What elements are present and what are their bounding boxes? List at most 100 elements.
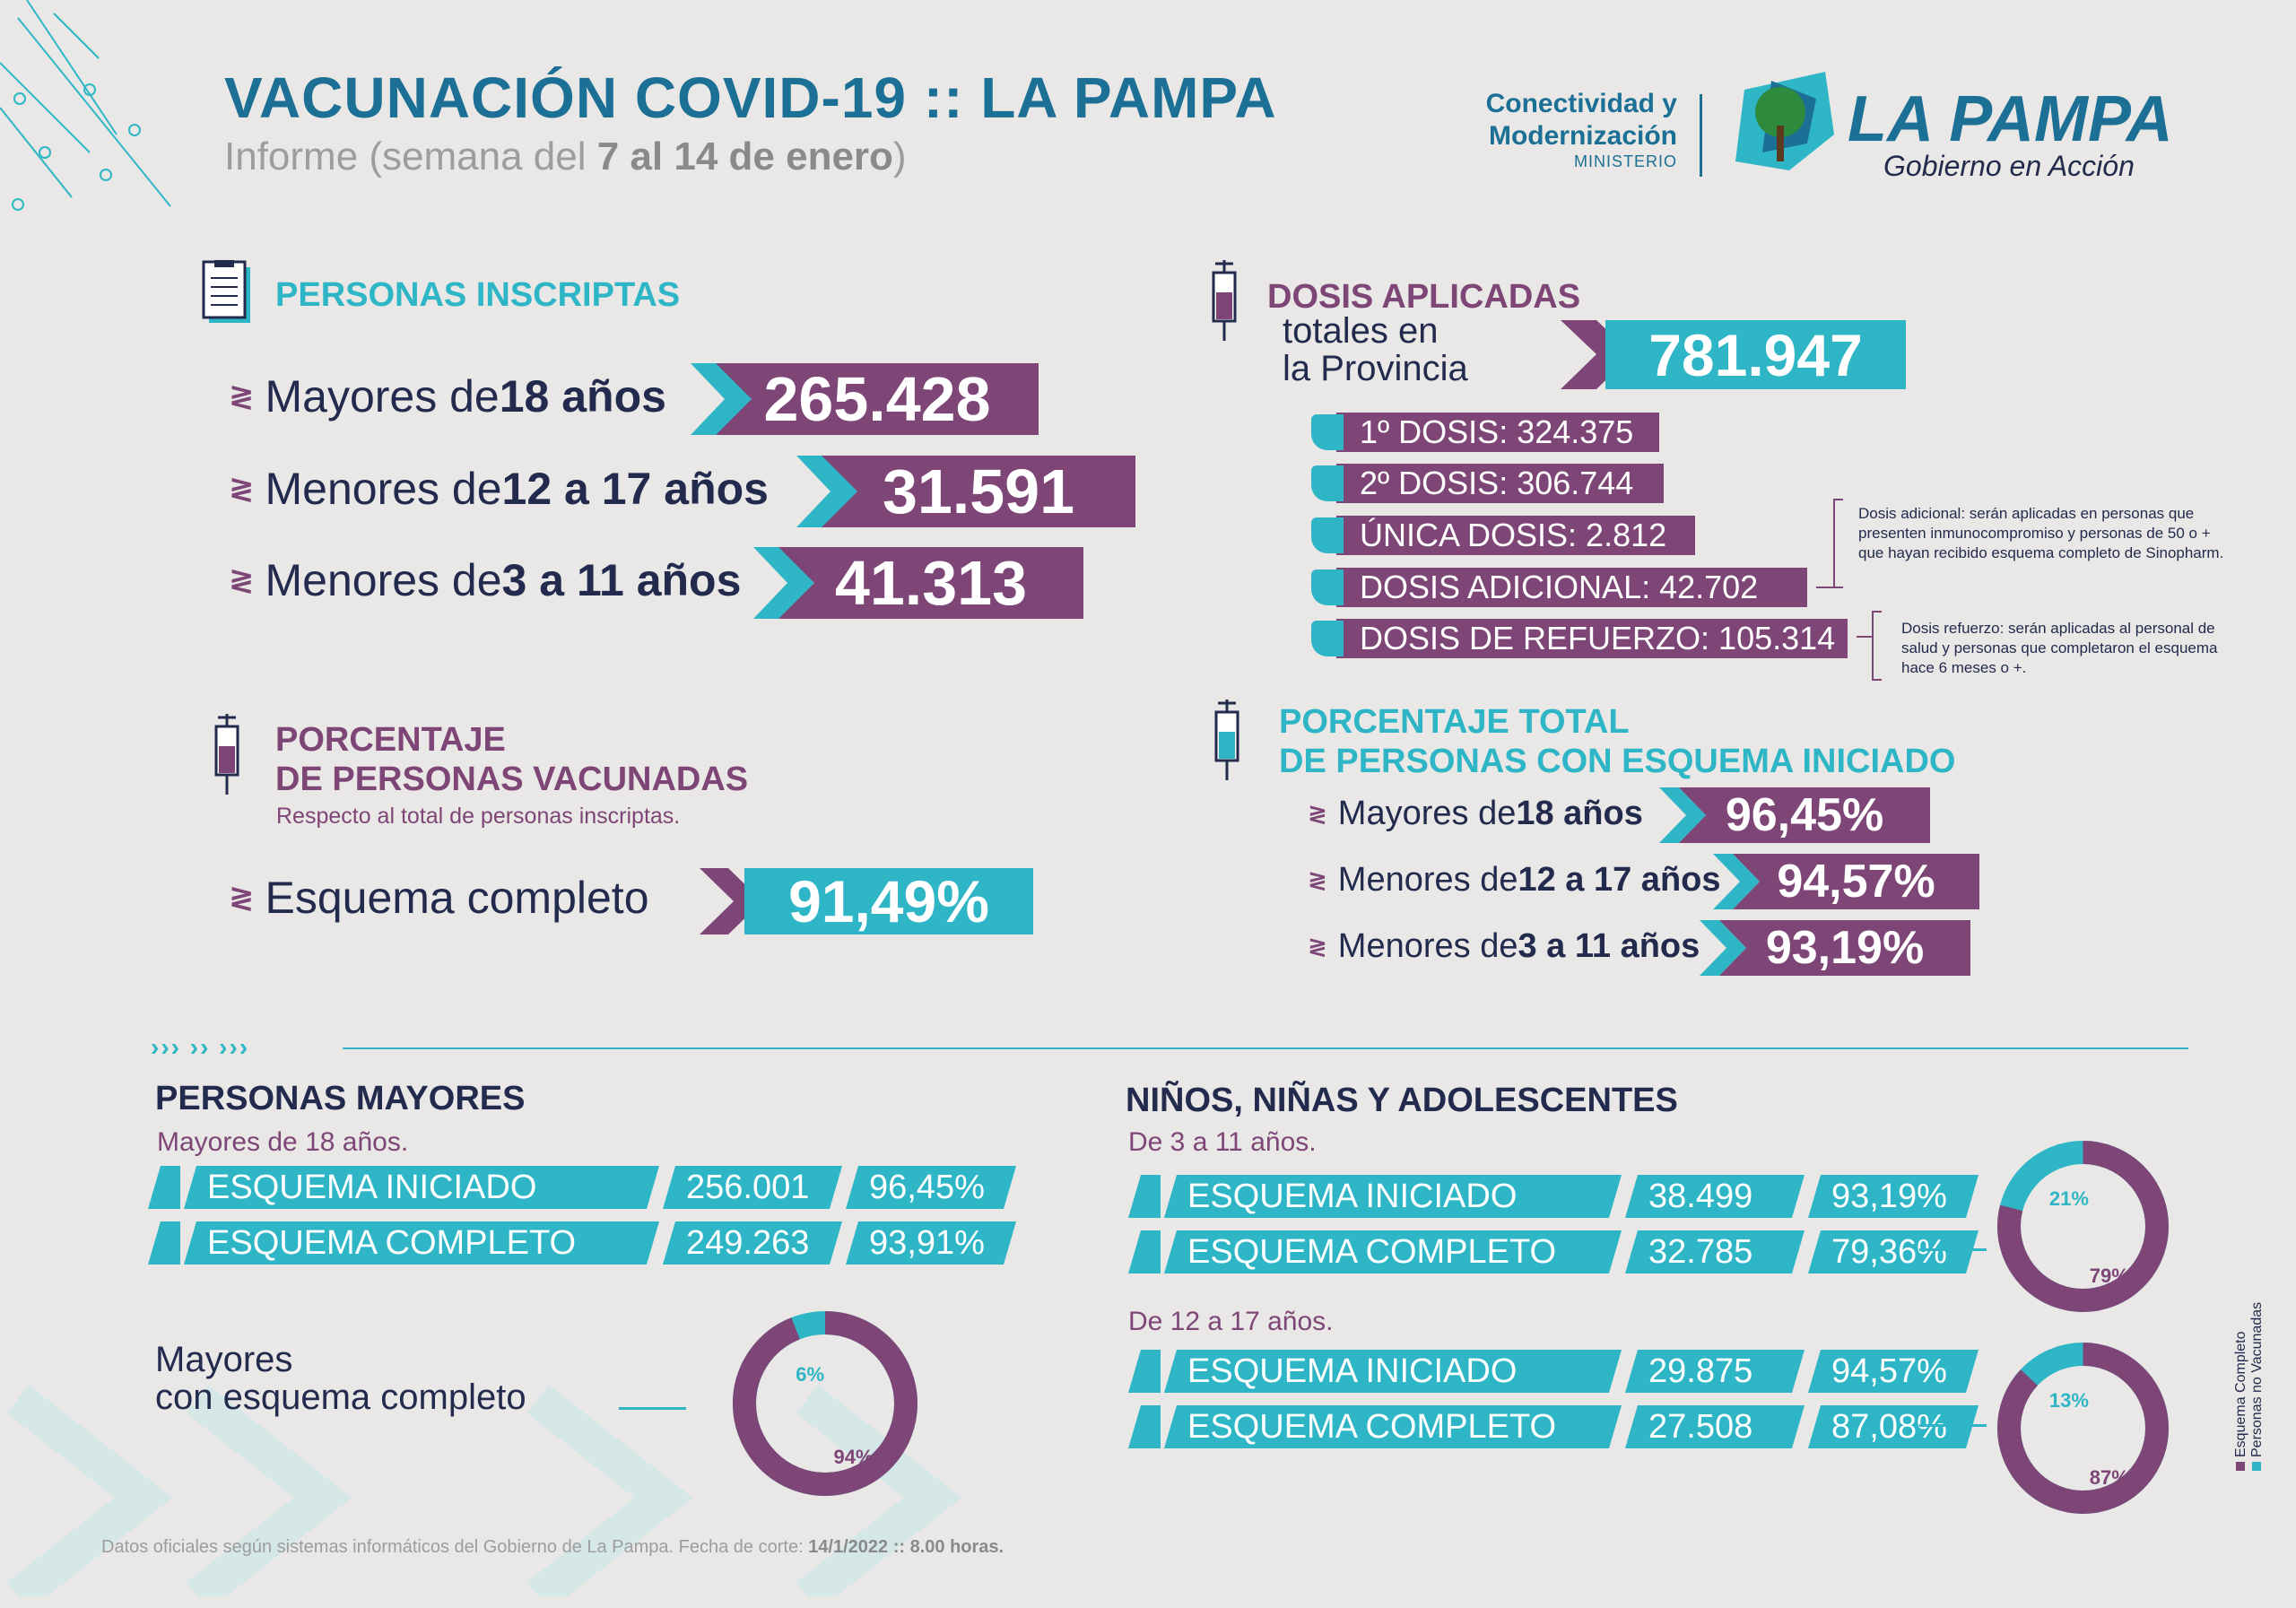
dosis-subtitle: totales en la Provincia [1283, 312, 1468, 387]
ring-complete-segment [733, 1311, 918, 1496]
ninos-ring-chart-1: 79% 21% [1997, 1141, 2169, 1312]
esquema-pct-cell: 94,57% [1808, 1350, 1979, 1393]
bullet-icon: ≷ [229, 563, 255, 597]
esquema-completo-value: 91,49% [744, 868, 1033, 934]
inscriptas-row: ≷ Mayores de 18 años [229, 370, 666, 422]
syringe-icon [1128, 1405, 1161, 1448]
bullet-icon: ≷ [1308, 866, 1327, 893]
row-label-bold: 18 años [499, 371, 666, 422]
esquema-count-cell: 249.263 [663, 1221, 842, 1265]
syringe-icon [1128, 1175, 1161, 1218]
ninos-group1-sub: De 3 a 11 años. [1128, 1127, 1317, 1157]
esquema-count-cell: 38.499 [1625, 1175, 1805, 1218]
ring-complete-label: 94% [833, 1446, 873, 1468]
clipboard-icon [202, 260, 250, 323]
inscriptas-value: 31.591 [822, 456, 1135, 527]
chevron-icon [1700, 920, 1753, 976]
subtitle-suffix: ) [892, 135, 907, 178]
iniciado-title: PORCENTAJE TOTAL DE PERSONAS CON ESQUEMA… [1279, 702, 1955, 781]
ring-legend: Esquema Completo Personas no Vacunadas [2233, 1273, 2266, 1471]
ring-complete-label: 87% [2090, 1466, 2129, 1489]
esquema-pct: 94,57% [1831, 1352, 1947, 1390]
ring-complete-label: 79% [2090, 1265, 2129, 1287]
inscriptas-value: 41.313 [778, 547, 1083, 619]
iniciado-value: 94,57% [1733, 854, 1979, 909]
row-label-bold: 18 años [1516, 795, 1643, 832]
esquema-label-cell: ESQUEMA INICIADO [1164, 1350, 1622, 1393]
esquema-pct: 96,45% [869, 1168, 985, 1206]
esquema-label-cell: ESQUEMA INICIADO [184, 1166, 659, 1209]
la-pampa-map-icon [1735, 72, 1834, 170]
brand-tagline: Gobierno en Acción [1883, 150, 2135, 182]
inscriptas-value: 265.428 [716, 363, 1039, 435]
ring-complete-segment [1997, 1141, 2169, 1312]
legend-unvaccinated-label: Personas no Vacunadas [2249, 1301, 2265, 1457]
bullet-icon: ≷ [229, 379, 255, 413]
row-label: Menores de [1337, 861, 1518, 899]
row-label: Menores de [265, 555, 502, 605]
ring-caption-1: Mayores [155, 1340, 293, 1379]
esquema-pct-cell: 93,91% [846, 1221, 1016, 1265]
esquema-count: 249.263 [686, 1223, 810, 1262]
ministry-tag: MINISTERIO [1573, 152, 1677, 170]
esquema-row: ESQUEMA INICIADO 29.875 94,57% [1128, 1350, 1979, 1393]
esquema-pct-cell: 96,45% [846, 1166, 1016, 1209]
esquema-row: ESQUEMA INICIADO 256.001 96,45% [148, 1166, 1016, 1209]
syringe-icon [1128, 1230, 1161, 1273]
syringe-icon [1311, 465, 1344, 501]
iniciado-row: ≷ Menores de 3 a 11 años [1308, 927, 1700, 966]
iniciado-title-1: PORCENTAJE TOTAL [1279, 703, 1630, 741]
iniciado-row: ≷ Mayores de 18 años [1308, 795, 1643, 833]
caption-leader-line [619, 1407, 686, 1410]
esquema-pct-cell: 79,36% [1808, 1230, 1979, 1273]
esquema-pct: 87,08% [1831, 1407, 1947, 1446]
esquema-pct-cell: 87,08% [1808, 1405, 1979, 1448]
chevron-icon [1659, 787, 1713, 843]
row-label: Menores de [265, 464, 502, 514]
iniciado-value: 93,19% [1719, 920, 1970, 976]
syringe-icon [214, 714, 239, 795]
iniciado-title-2: DE PERSONAS CON ESQUEMA INICIADO [1279, 743, 1956, 780]
syringe-icon [1311, 569, 1344, 605]
bullet-icon: ≷ [229, 881, 255, 915]
leader-line-2 [1919, 1424, 1987, 1427]
syringe-icon [148, 1221, 180, 1265]
esquema-label-cell: ESQUEMA COMPLETO [1164, 1230, 1622, 1273]
esquema-count-cell: 27.508 [1625, 1405, 1805, 1448]
esquema-count-cell: 29.875 [1625, 1350, 1805, 1393]
subtitle-dates: 7 al 14 de enero [596, 135, 893, 178]
iniciado-row: ≷ Menores de 12 a 17 años [1308, 861, 1721, 900]
dose-item-label: 2º DOSIS: 306.744 [1360, 465, 1634, 501]
dose-item: DOSIS ADICIONAL: 42.702 [1311, 568, 1807, 607]
ministry-logo: Conectividad y Modernización MINISTERIO [1471, 88, 1677, 171]
footer-text: Datos oficiales según sistemas informáti… [101, 1537, 809, 1557]
row-label: Menores de [1337, 927, 1518, 965]
esquema-count: 32.785 [1648, 1232, 1753, 1271]
esquema-count-cell: 32.785 [1625, 1230, 1805, 1273]
mayores-ring-caption: Mayores con esquema completo [155, 1341, 526, 1416]
page-subtitle: Informe (semana del 7 al 14 de enero) [224, 135, 907, 179]
note-refuerzo: Dosis refuerzo: serán aplicadas al perso… [1901, 620, 2218, 676]
row-label: Mayores de [1337, 795, 1517, 832]
brand-name: LA PAMPA [1848, 83, 2173, 155]
dosis-title: DOSIS APLICADAS [1267, 278, 1581, 316]
dosis-sub2: la Provincia [1283, 349, 1468, 388]
esquema-pct: 79,36% [1831, 1232, 1947, 1271]
ministry-line1: Conectividad y [1485, 89, 1677, 118]
footer-date: 14/1/2022 :: 8.00 horas. [808, 1537, 1004, 1557]
vacunadas-title: PORCENTAJE DE PERSONAS VACUNADAS [275, 720, 748, 799]
logo-divider [1700, 94, 1702, 177]
dose-item-label: DOSIS DE REFUERZO: 105.314 [1360, 620, 1836, 656]
ninos-title: NIÑOS, NIÑAS Y ADOLESCENTES [1126, 1082, 1678, 1119]
esquema-label: ESQUEMA INICIADO [207, 1168, 537, 1206]
bullet-icon: ≷ [1308, 933, 1327, 960]
ring-rest-label: 6% [796, 1363, 824, 1386]
syringe-icon [1311, 621, 1344, 656]
row-label: Mayores de [265, 371, 500, 422]
footer-note: Datos oficiales según sistemas informáti… [101, 1537, 1004, 1558]
ninos-ring-chart-2: 87% 13% [1997, 1343, 2169, 1514]
row-label-bold: 12 a 17 años [1518, 861, 1721, 899]
syringe-icon [1311, 414, 1344, 450]
chevron-icon [796, 456, 868, 527]
divider-arrows-icon: ››› ›› ››› [151, 1033, 250, 1061]
